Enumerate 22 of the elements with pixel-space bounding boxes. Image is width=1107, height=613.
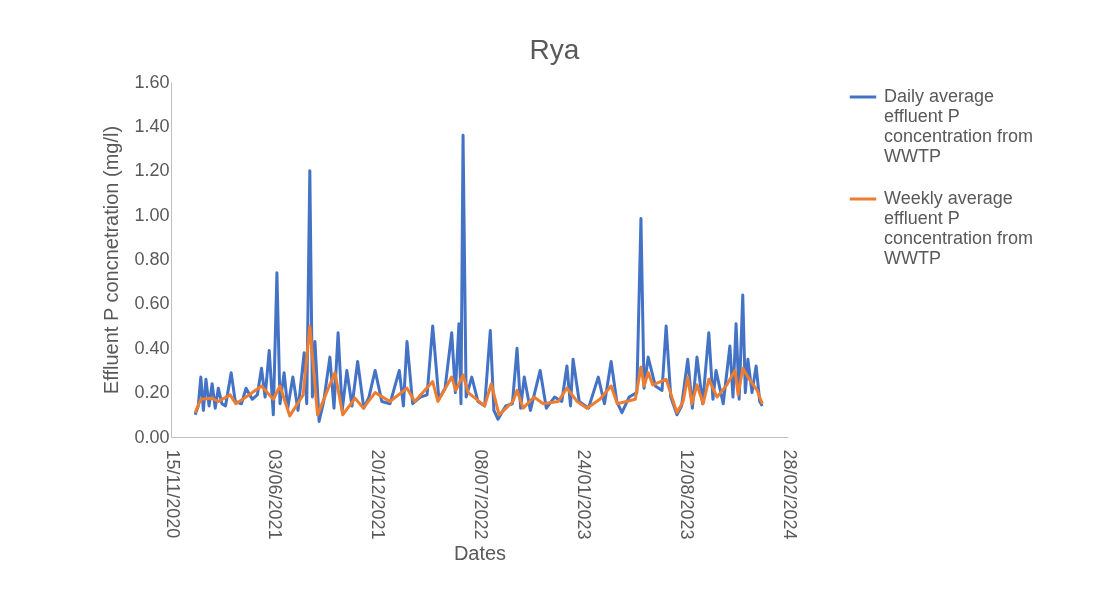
x-tick-label: 03/06/2021 xyxy=(265,449,286,540)
x-tick-label: 20/12/2021 xyxy=(368,449,389,540)
x-tick-label: 15/11/2020 xyxy=(162,449,183,539)
y-tick-label: 0.80 xyxy=(134,249,170,269)
y-tick-label: 0.00 xyxy=(134,426,170,447)
y-tick-label: 1.40 xyxy=(134,115,170,136)
legend-label: Weekly average effluent P concentration from WWTP xyxy=(884,188,1034,268)
y-tick-label: 0.60 xyxy=(134,293,170,314)
line-series xyxy=(193,324,764,418)
x-tick-label: 08/07/2022 xyxy=(471,449,491,540)
x-tick-label: 28/02/2024 xyxy=(779,449,800,540)
x-tick-label: 12/08/2023 xyxy=(676,449,697,540)
legend-label: Daily average effluent P concentration from WWTP xyxy=(884,86,1034,166)
y-tick-label: 0.40 xyxy=(134,337,170,358)
x-tick-label: 24/01/2023 xyxy=(573,449,594,540)
x-axis-title: Dates xyxy=(453,541,507,564)
y-tick-label: 1.00 xyxy=(134,204,170,225)
y-tick-label: 1.60 xyxy=(134,71,170,92)
chart-title: Rya xyxy=(529,34,580,65)
y-tick-label: 0.20 xyxy=(134,382,170,403)
y-axis-title: Effluent P concnetration (mg/l) xyxy=(100,125,123,395)
y-tick-label: 1.20 xyxy=(134,160,170,181)
